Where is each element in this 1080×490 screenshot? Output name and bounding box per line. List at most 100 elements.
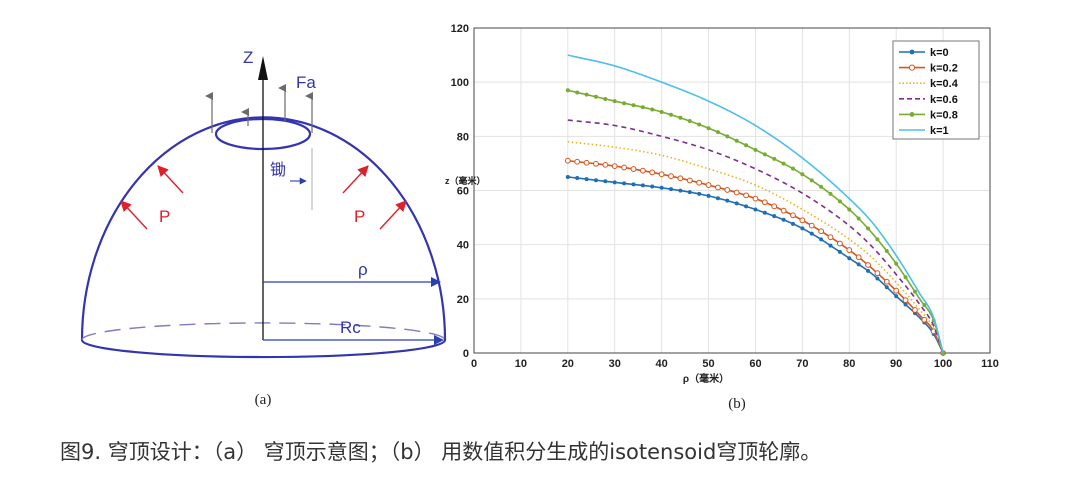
x-tick-label-1: 10 xyxy=(515,358,527,370)
series-4-marker-29 xyxy=(838,199,842,203)
pressure-arrow-2 xyxy=(121,201,147,229)
pressure-arrow-3 xyxy=(343,166,368,193)
series-0-marker-18 xyxy=(735,201,739,205)
x-tick-label-4: 40 xyxy=(656,358,668,370)
legend-label-2: k=0.4 xyxy=(930,78,959,90)
series-1-marker-15 xyxy=(706,183,711,188)
series-1-marker-26 xyxy=(809,223,814,228)
pressure-label-right: P xyxy=(354,207,365,226)
z-axis-label: Z xyxy=(243,48,253,67)
series-1-marker-4 xyxy=(603,162,608,167)
series-1-marker-34 xyxy=(884,279,889,284)
series-4-marker-16 xyxy=(716,130,720,134)
figure-panel: Z Fa 锄 P P ρ Rc (a) 0 10 20 3 xyxy=(0,0,1080,430)
y-tick-label-6: 120 xyxy=(451,23,469,35)
series-1-marker-22 xyxy=(772,204,777,209)
series-4-marker-2 xyxy=(585,93,589,97)
series-0-marker-27 xyxy=(819,237,823,241)
series-4-marker-24 xyxy=(791,167,795,171)
series-1-marker-29 xyxy=(837,241,842,246)
series-4-marker-15 xyxy=(707,126,711,130)
series-1-marker-33 xyxy=(875,271,880,276)
series-4-marker-27 xyxy=(819,185,823,189)
series-1-marker-9 xyxy=(650,170,655,175)
plot-sublabel: (b) xyxy=(728,396,746,412)
series-4-marker-35 xyxy=(894,262,898,266)
series-0-marker-9 xyxy=(650,185,654,189)
series-1-marker-7 xyxy=(631,167,636,172)
legend-label-0: k=0 xyxy=(930,47,949,59)
z-axis-arrow xyxy=(258,56,268,80)
legend-label-1: k=0.2 xyxy=(930,63,958,75)
series-1-marker-21 xyxy=(762,200,767,205)
series-0-marker-7 xyxy=(631,182,635,186)
series-0-marker-20 xyxy=(753,207,757,211)
series-4-marker-37 xyxy=(913,290,917,294)
series-4-marker-17 xyxy=(725,134,729,138)
series-4-marker-21 xyxy=(763,152,767,156)
legend-label-4: k=0.8 xyxy=(930,109,958,121)
series-4-marker-5 xyxy=(613,99,617,103)
series-1-marker-5 xyxy=(612,164,617,169)
series-4-marker-4 xyxy=(603,97,607,101)
series-4-marker-20 xyxy=(753,148,757,152)
series-0-marker-0 xyxy=(566,175,570,179)
series-0-marker-23 xyxy=(782,218,786,222)
x-tick-label-3: 30 xyxy=(609,358,621,370)
series-1-marker-1 xyxy=(575,159,580,164)
series-4-marker-33 xyxy=(875,237,879,241)
y-tick-label-2: 40 xyxy=(457,240,469,252)
legend-label-5: k=1 xyxy=(930,125,949,137)
series-4-marker-36 xyxy=(904,275,908,279)
series-1-marker-14 xyxy=(697,180,702,185)
series-1-marker-36 xyxy=(903,298,908,303)
series-1-marker-19 xyxy=(744,193,749,198)
y-axis-label-text: z（毫米） xyxy=(445,175,486,186)
series-4-marker-6 xyxy=(622,101,626,105)
series-1-marker-24 xyxy=(791,213,796,218)
series-1-marker-35 xyxy=(894,288,899,293)
series-1-marker-27 xyxy=(819,229,824,234)
series-4-marker-7 xyxy=(631,103,635,107)
series-0-marker-36 xyxy=(904,303,908,307)
series-4-marker-25 xyxy=(800,172,804,176)
series-0-marker-35 xyxy=(894,294,898,298)
x-tick-label-8: 80 xyxy=(843,358,855,370)
y-tick-label-0: 0 xyxy=(463,348,469,360)
series-0-marker-10 xyxy=(660,186,664,190)
series-4-marker-0 xyxy=(566,88,570,92)
x-tick-label-6: 60 xyxy=(749,358,761,370)
series-1-marker-17 xyxy=(725,188,730,193)
series-1-marker-16 xyxy=(716,185,721,190)
figure-caption: 图9. 穹顶设计：（a） 穹顶示意图；（b） 用数值积分生成的isotensoi… xyxy=(60,432,1060,472)
dome-diagram: Z Fa 锄 P P ρ Rc (a) xyxy=(82,48,445,408)
series-1-marker-12 xyxy=(678,176,683,181)
series-0-marker-1 xyxy=(575,176,579,180)
pressure-arrow-4 xyxy=(380,201,406,229)
series-1-marker-18 xyxy=(734,190,739,195)
series-4-marker-12 xyxy=(678,116,682,120)
series-4-marker-23 xyxy=(782,162,786,166)
x-tick-label-11: 110 xyxy=(981,358,999,370)
series-4-marker-18 xyxy=(735,139,739,143)
series-0-marker-8 xyxy=(641,183,645,187)
x-tick-label-2: 20 xyxy=(562,358,574,370)
series-0-marker-3 xyxy=(594,178,598,182)
series-1-marker-6 xyxy=(622,165,627,170)
series-0-marker-29 xyxy=(838,250,842,254)
series-0-marker-28 xyxy=(829,244,833,248)
series-1-marker-28 xyxy=(828,235,833,240)
series-4-marker-3 xyxy=(594,95,598,99)
series-0-marker-25 xyxy=(800,226,804,230)
diagram-sublabel: (a) xyxy=(255,392,272,408)
series-0-marker-11 xyxy=(669,187,673,191)
series-1-marker-32 xyxy=(866,263,871,268)
y-tick-label-1: 20 xyxy=(457,294,469,306)
series-4-marker-26 xyxy=(810,178,814,182)
series-1-marker-2 xyxy=(584,160,589,165)
series-1-marker-0 xyxy=(565,158,570,163)
legend-label-3: k=0.6 xyxy=(930,94,958,106)
series-1-marker-23 xyxy=(781,208,786,213)
base-radius-label: Rc xyxy=(340,318,361,337)
series-0-marker-24 xyxy=(791,222,795,226)
